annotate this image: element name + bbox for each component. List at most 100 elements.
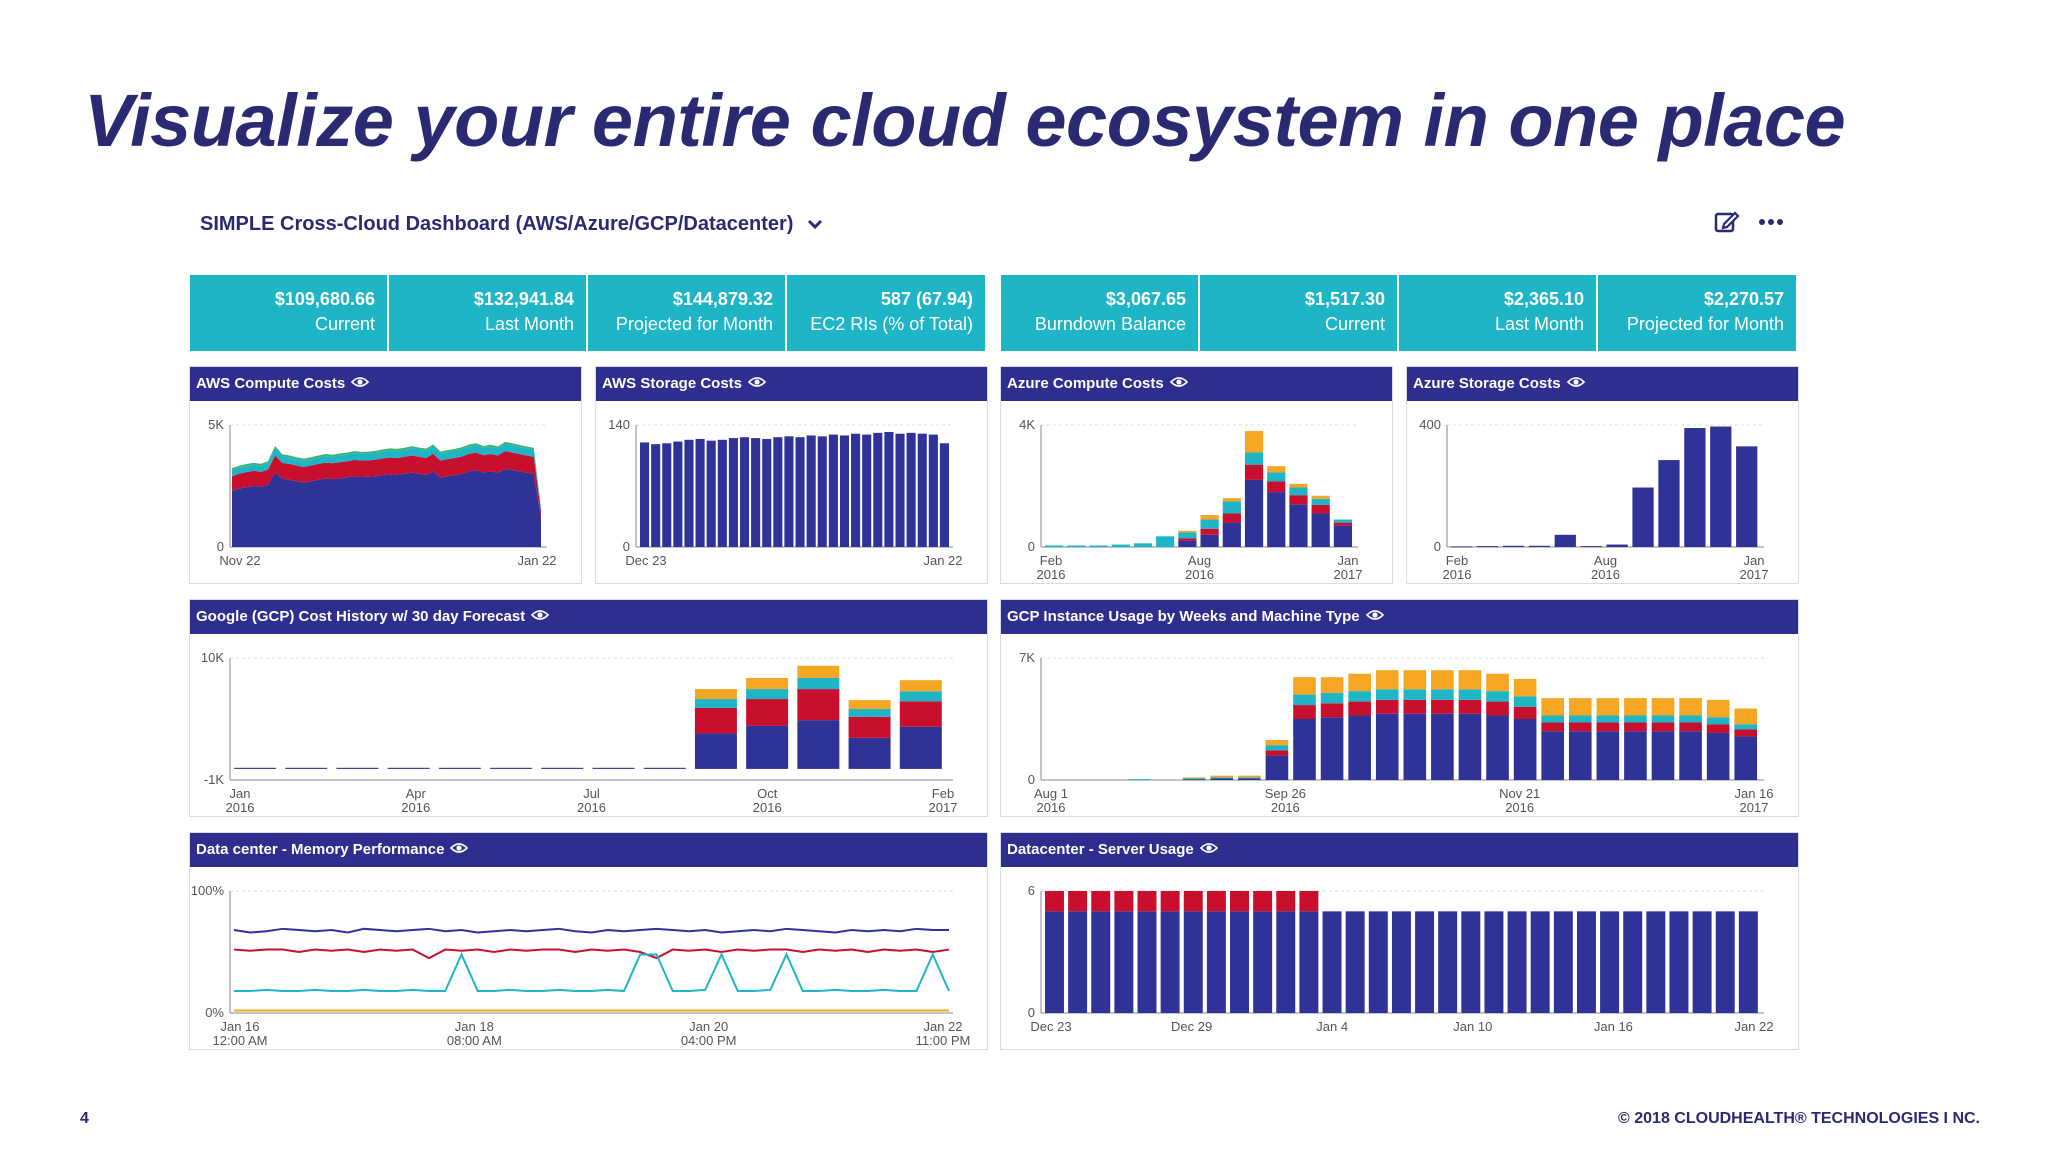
copyright: © 2018 CLOUDHEALTH® TECHNOLOGIES I NC. [1618, 1110, 1980, 1127]
bar-segment [1322, 911, 1342, 1013]
bar-segment [795, 437, 805, 547]
panel-header[interactable]: GCP Instance Usage by Weeks and Machine … [1001, 600, 1798, 634]
bar-segment [739, 437, 750, 547]
x-tick-label: Feb 2016 [1037, 553, 1066, 582]
panel-title: Google (GCP) Cost History w/ 30 day Fore… [196, 608, 526, 625]
bar-segment [1348, 691, 1371, 702]
edit-icon[interactable] [1713, 208, 1741, 236]
bar-segment [1706, 717, 1730, 725]
bar-segment [1624, 731, 1647, 780]
bar-segment [1348, 673, 1371, 692]
eye-icon[interactable] [1199, 833, 1218, 867]
dashboard-title[interactable]: SIMPLE Cross-Cloud Dashboard (AWS/Azure/… [200, 213, 823, 236]
bar-segment [1624, 715, 1647, 723]
bar-segment [784, 436, 794, 547]
bar-segment [1715, 911, 1735, 1013]
bar-segment [1293, 719, 1316, 780]
dashboard-title-text: SIMPLE Cross-Cloud Dashboard (AWS/Azure/… [200, 213, 794, 235]
bar-segment [906, 432, 916, 547]
bar-segment [1348, 715, 1371, 780]
more-icon[interactable] [1758, 208, 1784, 236]
panel-dc-server: Datacenter - Server Usage 6 0 Dec 23 Dec 29… [1000, 832, 1799, 1050]
x-tick-label: Jan 18 08:00 AM [447, 1019, 502, 1048]
bar-segment [1289, 495, 1308, 505]
bar-segment [1222, 498, 1241, 502]
bar-segment [1178, 540, 1197, 547]
y-tick-label: 6 [1028, 883, 1035, 898]
bar-segment [1267, 472, 1286, 482]
x-tick-label: Feb 2016 [1443, 553, 1472, 582]
bar-segment [1289, 504, 1308, 547]
bar-segment [1293, 677, 1316, 695]
bar-segment [1238, 775, 1261, 778]
stat-tile-projected-aws: $144,879.32 Projected for Month [588, 275, 785, 351]
eye-icon[interactable] [1169, 367, 1188, 401]
area-series [232, 451, 541, 518]
stat-label: Projected for Month [615, 314, 773, 334]
eye-icon[interactable] [1566, 367, 1585, 401]
bar-segment [1458, 670, 1482, 690]
eye-icon[interactable] [747, 367, 767, 401]
bar-segment [1133, 543, 1153, 547]
panel-header[interactable]: AWS Compute Costs [190, 367, 581, 401]
line-series [233, 948, 950, 960]
x-tick-label: Jan 16 12:00 AM [213, 1019, 268, 1048]
bar-segment [694, 707, 737, 734]
panel-title: Datacenter - Server Usage [1007, 841, 1194, 858]
bar-segment [1265, 750, 1289, 756]
eye-icon[interactable] [450, 833, 469, 867]
bar-segment [1528, 545, 1551, 547]
stat-label: Current [314, 314, 375, 334]
panel-header[interactable]: Azure Compute Costs [1001, 367, 1392, 401]
bar-segment [1679, 722, 1702, 732]
panel-title: Azure Compute Costs [1007, 375, 1164, 392]
panel-header[interactable]: Datacenter - Server Usage [1001, 833, 1798, 867]
panel-azure-compute: Azure Compute Costs 4K 0 Feb 2016 Aug 2016 Jan… [1000, 366, 1393, 584]
bar-segment [1238, 778, 1261, 780]
y-tick-label: 0 [1028, 1005, 1035, 1020]
stat-label: Burndown Balance [1034, 314, 1186, 334]
bar-segment [797, 689, 840, 721]
bar-segment [285, 767, 328, 769]
bar-segment [1451, 546, 1473, 548]
stat-value: $132,941.84 [473, 289, 574, 309]
bar-segment [1267, 481, 1286, 493]
panel-header[interactable]: AWS Storage Costs [596, 367, 987, 401]
x-tick-label: Jan 2016 [226, 786, 255, 815]
bar-segment [899, 680, 942, 692]
x-tick-label: Oct 2016 [753, 786, 782, 815]
panel-header[interactable]: Google (GCP) Cost History w/ 30 day Fore… [190, 600, 987, 634]
chevron-down-icon[interactable] [807, 213, 823, 236]
bar-segment [746, 689, 789, 700]
bar-segment [1554, 534, 1576, 547]
bar-segment [1375, 713, 1399, 780]
bar-segment [1183, 911, 1203, 1013]
bar-segment [1679, 698, 1702, 716]
eye-icon[interactable] [531, 600, 550, 634]
bar-segment [438, 767, 481, 769]
bar-segment [1375, 699, 1399, 714]
panel-header[interactable]: Azure Storage Costs [1407, 367, 1798, 401]
x-tick-label: Nov 22 [219, 553, 260, 568]
chart-dc-memory: 100% 0%Jan 16 12:00 AM Jan 18 08:00 AM Jan 20… [191, 883, 971, 1048]
eye-icon[interactable] [1365, 600, 1384, 634]
bar-segment [1415, 911, 1435, 1013]
bar-segment [728, 438, 738, 547]
bar-segment [1486, 691, 1509, 702]
bar-segment [1541, 722, 1564, 732]
x-tick-label: Jan 16 [1594, 1019, 1633, 1034]
bar-segment [1267, 466, 1286, 473]
bar-segment [1265, 745, 1289, 751]
y-tick-label: 4K [1019, 417, 1035, 432]
stat-label: Projected for Month [1626, 314, 1784, 334]
bar-segment [817, 436, 827, 547]
panel-header[interactable]: Data center - Memory Performance [190, 833, 987, 867]
eye-icon[interactable] [351, 367, 370, 401]
stat-value: $2,270.57 [1703, 289, 1784, 309]
bar-segment [684, 439, 694, 547]
bar-segment [1200, 519, 1219, 529]
bar-segment [1333, 522, 1353, 526]
